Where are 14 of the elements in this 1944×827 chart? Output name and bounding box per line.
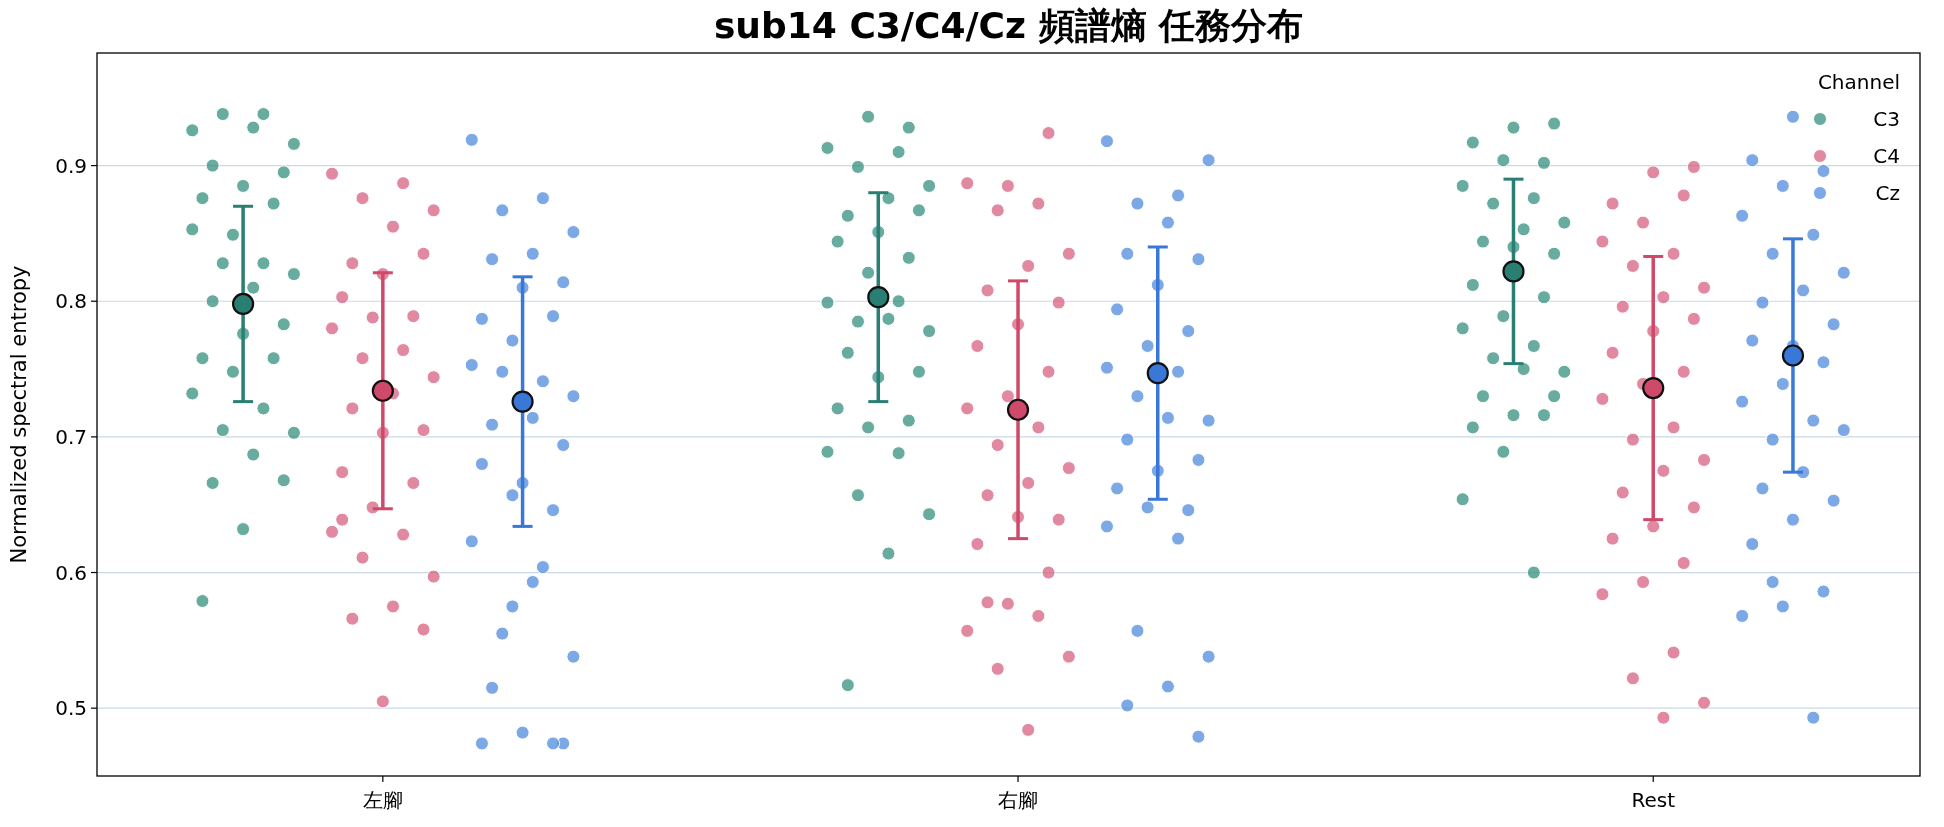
y-axis-title: Normalized spectral entropy: [7, 265, 31, 564]
y-tick-label: 0.7: [55, 424, 87, 449]
text: Cz: [1875, 181, 1900, 205]
legend-label: C4: [1873, 144, 1900, 168]
x-tick-label: 右腳: [998, 788, 1039, 812]
y-tick-label: 0.8: [55, 289, 87, 314]
y-tick-label: 0.6: [55, 560, 87, 585]
y-tick-label: 0.9: [55, 153, 87, 178]
x-tick-label: Rest: [1631, 788, 1676, 812]
legend-title: Channel: [1817, 70, 1900, 94]
chart-title: sub14 C3/C4/Cz 頻譜熵 任務分布: [713, 5, 1304, 46]
y-tick-label: 0.5: [55, 696, 87, 721]
x-tick-label: 左腳: [362, 788, 403, 812]
legend-label: C3: [1873, 107, 1900, 131]
